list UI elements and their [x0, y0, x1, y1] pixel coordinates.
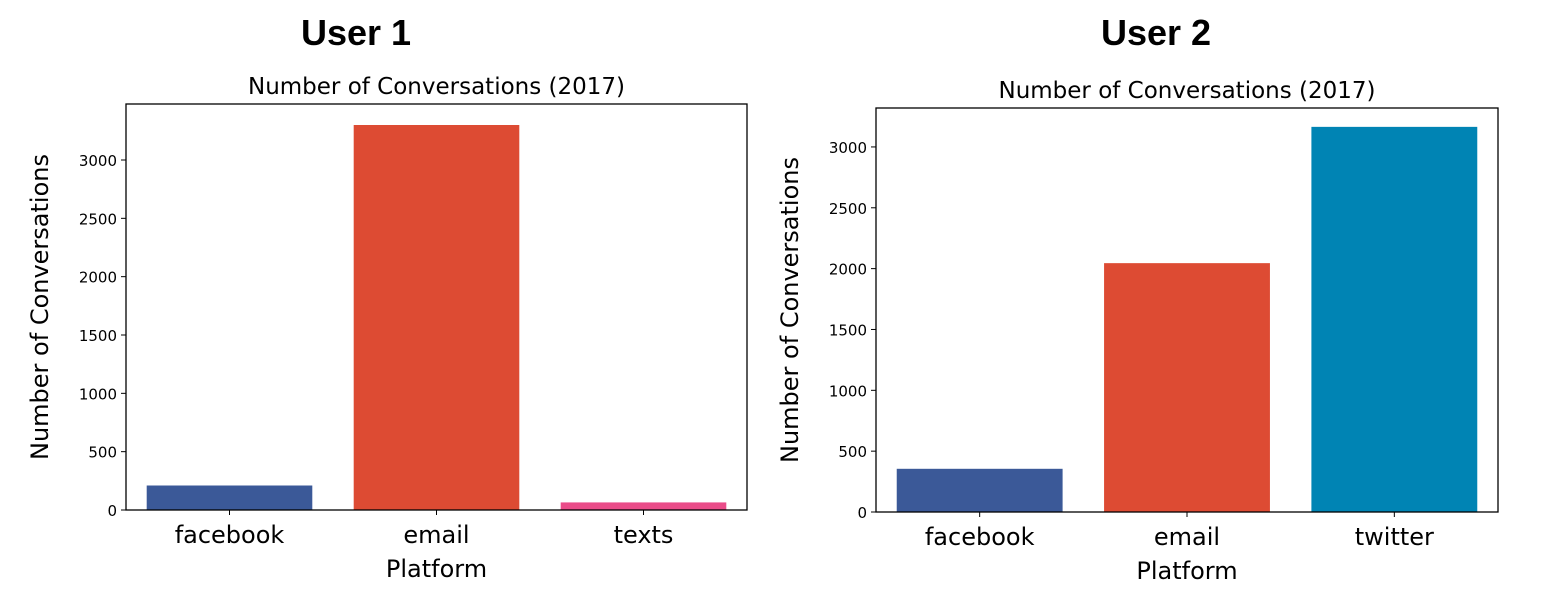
- bar-facebook: [146, 485, 313, 510]
- user-1-bar-chart: facebook email texts 0 500 1000 1500 2000 2500 30…: [26, 74, 748, 583]
- bar-twitter: [1311, 126, 1478, 512]
- y-tick-label: 500: [88, 444, 117, 462]
- user-1-heading: User 1: [300, 12, 412, 53]
- y-axis-label: Number of Conversations: [26, 154, 54, 460]
- bar-email: [353, 125, 520, 510]
- y-tick-label: 2500: [79, 210, 117, 228]
- plot-frame: [875, 107, 1499, 513]
- y-tick-label: 3000: [829, 139, 867, 157]
- x-tick-label: facebook: [925, 523, 1035, 551]
- plot-frame: [125, 103, 748, 511]
- x-tick-label: email: [1154, 523, 1220, 551]
- y-tick-label: 1500: [79, 327, 117, 345]
- y-tick-label: 500: [838, 443, 867, 461]
- y-tick-label: 1000: [829, 382, 867, 400]
- x-tick-label: email: [403, 521, 469, 549]
- y-axis-label: Number of Conversations: [776, 157, 804, 463]
- x-tick-label: facebook: [175, 521, 285, 549]
- x-axis-label: Platform: [1136, 557, 1237, 585]
- y-tick-label: 1000: [79, 385, 117, 403]
- y-tick-label: 2000: [829, 261, 867, 279]
- user-2-heading: User 2: [1100, 12, 1212, 53]
- y-tick-label: 1500: [829, 321, 867, 339]
- x-tick-label: twitter: [1355, 523, 1434, 551]
- y-tick-label: 2500: [829, 200, 867, 218]
- y-tick-label: 3000: [79, 152, 117, 170]
- bar-texts: [560, 502, 727, 510]
- y-tick-label: 0: [857, 504, 867, 522]
- y-tick-label: 2000: [79, 269, 117, 287]
- chart-title: Number of Conversations (2017): [248, 74, 625, 100]
- user-2-bar-chart: facebook email twitter 0 500 1000 1500 2000 2500…: [776, 78, 1499, 585]
- bar-facebook: [896, 468, 1063, 512]
- y-tick-label: 0: [107, 502, 117, 520]
- x-axis-label: Platform: [386, 555, 487, 583]
- x-tick-label: texts: [614, 521, 674, 549]
- bar-email: [1104, 263, 1270, 512]
- chart-title: Number of Conversations (2017): [998, 78, 1375, 104]
